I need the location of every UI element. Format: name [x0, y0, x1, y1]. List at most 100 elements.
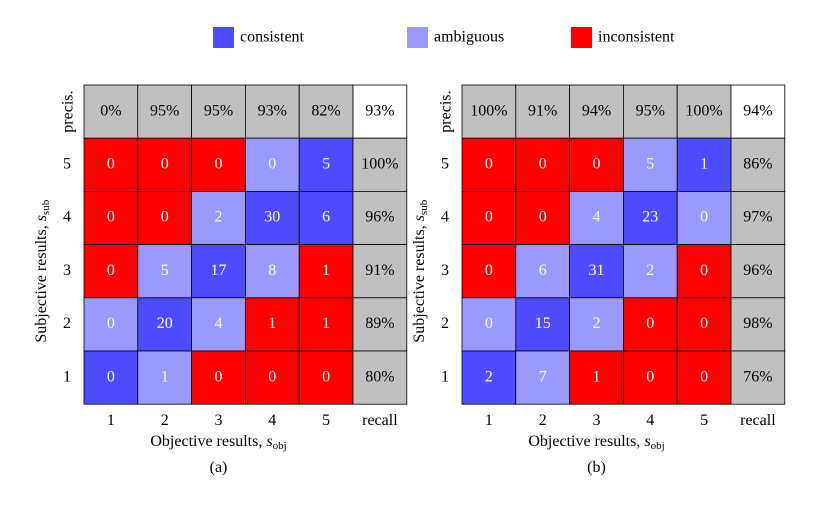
precision-label: 100%: [685, 102, 722, 119]
matrix-cell: [244, 244, 300, 299]
matrix-cell: [461, 350, 517, 405]
axis-label-symbol: s: [266, 433, 272, 450]
x-tick-label: 1: [107, 412, 115, 429]
y-tick-label: 1: [441, 368, 449, 385]
cell-value: 20: [157, 315, 173, 332]
cell-value: 5: [161, 262, 169, 279]
recall-label: 86%: [743, 155, 772, 172]
recall-cell: [352, 297, 408, 352]
matrix-cell: [298, 190, 354, 245]
matrix-cell: [515, 190, 570, 245]
precision-label: 95%: [150, 102, 179, 119]
precision-label: 94%: [582, 102, 611, 119]
matrix-cell: [137, 190, 193, 245]
precision-cell: [83, 84, 139, 139]
x-tick-label: 4: [268, 412, 276, 429]
cell-value: 0: [700, 262, 708, 279]
cell-value: 0: [322, 368, 330, 385]
recall-label: 96%: [743, 262, 772, 279]
y-tick-label: 2: [63, 315, 71, 332]
cell-value: 0: [539, 209, 547, 226]
axis-label-symbol: s: [33, 215, 50, 221]
cell-value: 23: [642, 209, 658, 226]
axis-label: Subjective results, ssub: [411, 199, 430, 342]
axis-label-symbol: s: [411, 215, 428, 221]
cell-value: 0: [700, 315, 708, 332]
axis-label-subscript: obj: [273, 440, 287, 452]
recall-cell: [352, 137, 408, 192]
cell-value: 0: [485, 262, 493, 279]
axis-label: Objective results, sobj: [528, 433, 664, 452]
x-tick-label: recall: [740, 412, 776, 429]
y-tick-label: precis.: [60, 90, 77, 132]
cell-value: 1: [268, 315, 276, 332]
x-tick-label: recall: [362, 412, 398, 429]
precision-cell: [191, 84, 246, 139]
matrix-cell: [191, 297, 246, 352]
matrix-cell: [515, 137, 570, 192]
cell-value: 0: [268, 155, 276, 172]
cell-value: 0: [539, 155, 547, 172]
cell-value: 31: [589, 262, 605, 279]
cell-value: 1: [161, 368, 169, 385]
matrix-cell: [515, 350, 570, 405]
precision-label: 0%: [100, 102, 121, 119]
y-tick-label: 5: [441, 155, 449, 172]
cell-value: 2: [215, 209, 223, 226]
axis-label-subscript: obj: [651, 440, 665, 452]
precision-label: 93%: [258, 102, 287, 119]
cell-value: 0: [107, 315, 115, 332]
recall-label: 91%: [365, 262, 394, 279]
precision-cell: [244, 84, 300, 139]
recall-cell: [730, 350, 786, 405]
legend-swatch: [213, 27, 234, 48]
cell-value: 5: [322, 155, 330, 172]
cell-value: 0: [485, 209, 493, 226]
y-tick-label: 5: [63, 155, 71, 172]
recall-label: 76%: [743, 368, 772, 385]
cell-value: 0: [485, 155, 493, 172]
panel-caption: (b): [587, 459, 606, 476]
recall-cell: [730, 244, 786, 299]
legend-label: inconsistent: [598, 29, 675, 46]
cell-value: 8: [268, 262, 276, 279]
cell-value: 7: [539, 368, 547, 385]
recall-cell: [730, 137, 786, 192]
matrix-cell: [515, 244, 570, 299]
cell-value: 15: [535, 315, 551, 332]
axis-label-symbol: s: [644, 433, 650, 450]
cell-value: 1: [593, 368, 601, 385]
matrix-cell: [244, 297, 300, 352]
cell-value: 1: [322, 262, 330, 279]
matrix-cell: [461, 244, 517, 299]
cell-value: 0: [646, 315, 654, 332]
cell-value: 0: [107, 368, 115, 385]
matrix-cell: [83, 297, 139, 352]
recall-cell: [730, 297, 786, 352]
recall-cell: [730, 190, 786, 245]
cell-value: 6: [539, 262, 547, 279]
axis-label: Objective results, sobj: [150, 433, 286, 452]
cell-value: 4: [215, 315, 223, 332]
matrix-cell: [623, 350, 678, 405]
recall-label: 100%: [361, 155, 398, 172]
cell-value: 0: [700, 209, 708, 226]
recall-label: 96%: [365, 209, 394, 226]
y-tick-label: 3: [441, 262, 449, 279]
overall-label: 94%: [743, 102, 772, 119]
matrix-cell: [461, 137, 517, 192]
cell-value: 0: [268, 368, 276, 385]
matrix-cell: [137, 137, 193, 192]
axis-label-text: Subjective results,: [33, 221, 50, 342]
cell-value: 1: [322, 315, 330, 332]
precision-cell: [569, 84, 624, 139]
legend-swatch: [407, 27, 428, 48]
matrix-cell: [461, 297, 517, 352]
cell-value: 0: [107, 155, 115, 172]
cell-value: 4: [593, 209, 601, 226]
x-tick-label: 2: [539, 412, 547, 429]
y-tick-label: precis.: [438, 90, 455, 132]
y-tick-label: 2: [441, 315, 449, 332]
cell-value: 0: [485, 315, 493, 332]
matrix-cell: [137, 244, 193, 299]
